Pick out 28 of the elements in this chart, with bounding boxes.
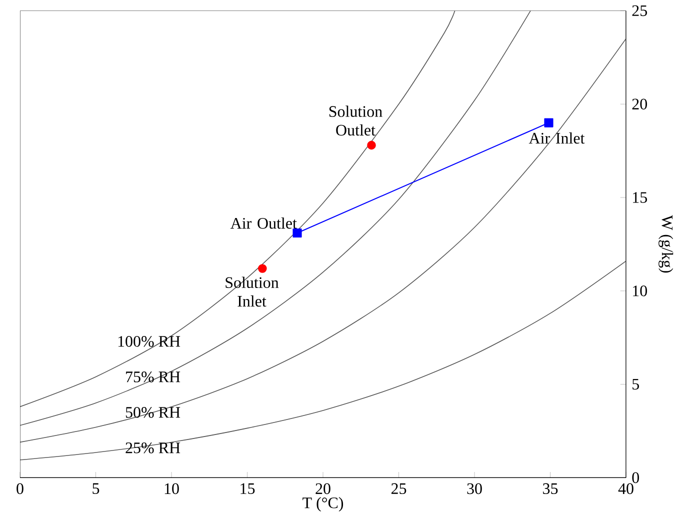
series-label: 50% RH <box>126 407 180 418</box>
x-tick-label: 40 <box>618 483 634 494</box>
x-tick-label: 35 <box>543 483 558 494</box>
x-tick-label: 25 <box>391 483 406 494</box>
y-axis-title: W (g/kg) <box>658 215 674 273</box>
x-tick-label: 10 <box>164 483 179 494</box>
line-series <box>20 38 626 443</box>
series-label: 75% RH <box>126 372 180 382</box>
annotation: Air Outlet <box>230 218 297 229</box>
annotation: Solution Outlet <box>329 106 382 136</box>
annotation: Air Inlet <box>528 132 585 144</box>
point <box>367 140 376 150</box>
x-tick-label: 30 <box>467 483 482 494</box>
point <box>292 228 302 238</box>
x-tick-label: 0 <box>16 483 24 494</box>
line-series <box>20 260 626 460</box>
y-tick-label: 0 <box>632 472 639 484</box>
x-axis-title: T (°C) <box>302 497 344 512</box>
point <box>258 264 267 274</box>
y-tick-label: 5 <box>632 379 639 390</box>
y-tick-label: 25 <box>632 5 647 16</box>
y-tick-label: 10 <box>633 286 647 296</box>
x-tick-label: 15 <box>240 483 255 494</box>
y-tick-label: 15 <box>633 192 647 203</box>
point <box>544 118 554 128</box>
y-tick-label: 20 <box>632 98 647 110</box>
x-tick-label: 20 <box>316 483 330 494</box>
x-tick-label: 5 <box>92 483 100 494</box>
